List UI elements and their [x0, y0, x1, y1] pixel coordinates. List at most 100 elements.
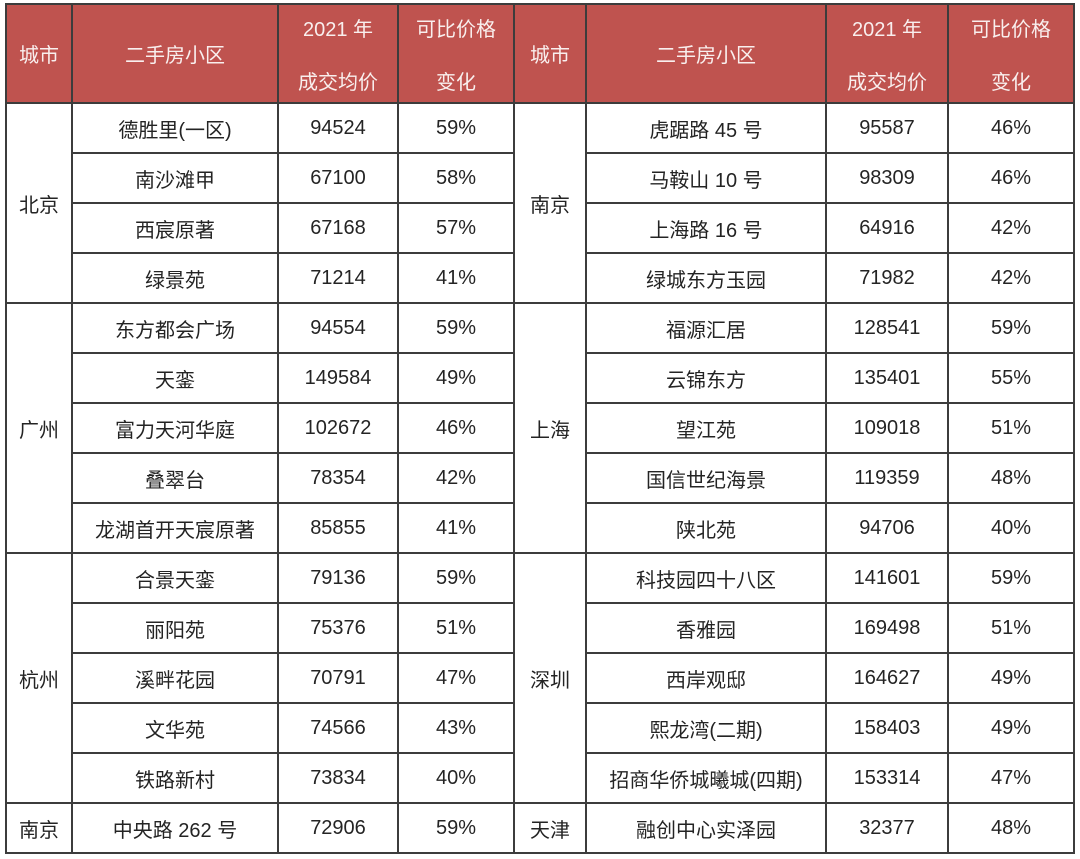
- price-cell: 128541: [825, 302, 949, 354]
- community-cell: 西宸原著: [71, 202, 279, 254]
- change-cell: 41%: [397, 502, 515, 554]
- city-cell-beijing: 北京: [5, 102, 73, 304]
- price-cell: 85855: [277, 502, 399, 554]
- change-cell: 49%: [947, 652, 1075, 704]
- header-change-line2: 变化: [436, 71, 476, 94]
- header-price-line2: 成交均价: [847, 71, 927, 94]
- community-cell: 福源汇居: [585, 302, 827, 354]
- price-cell: 67168: [277, 202, 399, 254]
- community-cell: 陕北苑: [585, 502, 827, 554]
- header-change-line1: 可比价格: [416, 18, 496, 41]
- community-cell: 丽阳苑: [71, 602, 279, 654]
- table-row: 文华苑 74566 43% 熙龙湾(二期) 158403 49%: [6, 702, 1075, 754]
- community-cell: 虎踞路 45 号: [585, 102, 827, 154]
- table-row: 丽阳苑 75376 51% 香雅园 169498 51%: [6, 602, 1075, 654]
- price-cell: 79136: [277, 552, 399, 604]
- price-cell: 94554: [277, 302, 399, 354]
- price-cell: 67100: [277, 152, 399, 204]
- header-row: 城市 二手房小区 2021 年 成交均价 可比价格 变化 城市 二手房小区: [5, 3, 1075, 104]
- community-cell: 溪畔花园: [71, 652, 279, 704]
- community-cell: 中央路 262 号: [71, 802, 279, 854]
- price-cell: 164627: [825, 652, 949, 704]
- header-change-line2: 变化: [991, 71, 1031, 94]
- header-city-left: 城市: [5, 3, 73, 104]
- price-cell: 135401: [825, 352, 949, 404]
- price-cell: 158403: [825, 702, 949, 754]
- community-cell: 熙龙湾(二期): [585, 702, 827, 754]
- table-row: 南京 中央路 262 号 72906 59% 天津 融创中心实泽园 32377 …: [5, 802, 1075, 854]
- table-row: 北京 德胜里(一区) 94524 59% 南京 虎踞路 45 号 95587 4…: [5, 102, 1075, 304]
- table-row: 铁路新村 73834 40% 招商华侨城曦城(四期) 153314 47%: [6, 752, 1075, 804]
- price-cell: 94524: [277, 102, 399, 154]
- community-cell: 科技园四十八区: [585, 552, 827, 604]
- change-cell: 59%: [947, 552, 1075, 604]
- price-cell: 109018: [825, 402, 949, 454]
- community-cell: 德胜里(一区): [71, 102, 279, 154]
- table-row: 绿景苑 71214 41% 绿城东方玉园 71982 42%: [6, 252, 1075, 304]
- community-cell: 马鞍山 10 号: [585, 152, 827, 204]
- city-cell-tianjin: 天津: [513, 802, 587, 854]
- header-price-right: 2021 年 成交均价: [825, 3, 949, 104]
- community-cell: 香雅园: [585, 602, 827, 654]
- header-change-line1: 可比价格: [971, 18, 1051, 41]
- price-cell: 98309: [825, 152, 949, 204]
- change-cell: 43%: [397, 702, 515, 754]
- table-row: 叠翠台 78354 42% 国信世纪海景 119359 48%: [6, 452, 1075, 504]
- price-cell: 70791: [277, 652, 399, 704]
- change-cell: 59%: [397, 802, 515, 854]
- header-price-line2: 成交均价: [298, 71, 378, 94]
- change-cell: 42%: [947, 252, 1075, 304]
- price-cell: 169498: [825, 602, 949, 654]
- change-cell: 49%: [397, 352, 515, 404]
- header-community-right: 二手房小区: [585, 3, 827, 104]
- community-cell: 云锦东方: [585, 352, 827, 404]
- community-cell: 绿城东方玉园: [585, 252, 827, 304]
- community-cell: 合景天銮: [71, 552, 279, 604]
- change-cell: 40%: [397, 752, 515, 804]
- change-cell: 59%: [397, 102, 515, 154]
- table-row: 天銮 149584 49% 云锦东方 135401 55%: [6, 352, 1075, 404]
- change-cell: 51%: [947, 402, 1075, 454]
- table-row: 龙湖首开天宸原著 85855 41% 陕北苑 94706 40%: [6, 502, 1075, 554]
- city-cell-guangzhou: 广州: [5, 302, 73, 554]
- community-cell: 东方都会广场: [71, 302, 279, 354]
- price-cell: 75376: [277, 602, 399, 654]
- price-cell: 74566: [277, 702, 399, 754]
- table-row: 杭州 合景天銮 79136 59% 深圳 科技园四十八区 141601 59%: [5, 552, 1075, 804]
- header-price-left: 2021 年 成交均价: [277, 3, 399, 104]
- city-cell-hangzhou: 杭州: [5, 552, 73, 804]
- city-cell-nanjing-right: 南京: [513, 102, 587, 304]
- price-cell: 153314: [825, 752, 949, 804]
- change-cell: 42%: [947, 202, 1075, 254]
- change-cell: 48%: [947, 452, 1075, 504]
- price-cell: 149584: [277, 352, 399, 404]
- community-cell: 绿景苑: [71, 252, 279, 304]
- change-cell: 47%: [947, 752, 1075, 804]
- change-cell: 51%: [397, 602, 515, 654]
- change-cell: 58%: [397, 152, 515, 204]
- price-cell: 71982: [825, 252, 949, 304]
- change-cell: 41%: [397, 252, 515, 304]
- header-city-right: 城市: [513, 3, 587, 104]
- city-cell-nanjing-left: 南京: [5, 802, 73, 854]
- change-cell: 46%: [397, 402, 515, 454]
- change-cell: 59%: [397, 302, 515, 354]
- price-cell: 71214: [277, 252, 399, 304]
- change-cell: 40%: [947, 502, 1075, 554]
- community-cell: 招商华侨城曦城(四期): [585, 752, 827, 804]
- community-cell: 铁路新村: [71, 752, 279, 804]
- price-cell: 119359: [825, 452, 949, 504]
- city-cell-shenzhen: 深圳: [513, 552, 587, 804]
- city-cell-shanghai: 上海: [513, 302, 587, 554]
- community-cell: 上海路 16 号: [585, 202, 827, 254]
- table-row: 广州 东方都会广场 94554 59% 上海 福源汇居 128541 59%: [5, 302, 1075, 554]
- change-cell: 46%: [947, 152, 1075, 204]
- table-row: 溪畔花园 70791 47% 西岸观邸 164627 49%: [6, 652, 1075, 704]
- change-cell: 55%: [947, 352, 1075, 404]
- header-price-line1: 2021 年: [302, 18, 374, 41]
- community-cell: 文华苑: [71, 702, 279, 754]
- change-cell: 46%: [947, 102, 1075, 154]
- change-cell: 59%: [947, 302, 1075, 354]
- change-cell: 51%: [947, 602, 1075, 654]
